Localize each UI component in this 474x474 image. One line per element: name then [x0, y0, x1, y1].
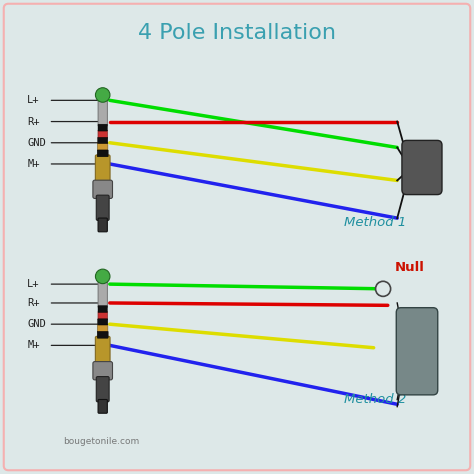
Text: GND: GND: [27, 138, 46, 148]
Text: 4 Pole Installation: 4 Pole Installation: [138, 23, 336, 43]
Text: R+: R+: [27, 298, 40, 308]
FancyBboxPatch shape: [98, 306, 108, 312]
FancyBboxPatch shape: [98, 324, 108, 332]
FancyBboxPatch shape: [98, 95, 107, 126]
FancyBboxPatch shape: [98, 137, 108, 144]
Text: GND: GND: [27, 319, 46, 329]
Text: L+: L+: [27, 279, 40, 289]
FancyBboxPatch shape: [98, 143, 108, 151]
Text: bougetonile.com: bougetonile.com: [63, 438, 139, 447]
FancyBboxPatch shape: [98, 277, 107, 308]
Circle shape: [95, 269, 110, 283]
FancyBboxPatch shape: [98, 124, 108, 131]
FancyBboxPatch shape: [95, 155, 110, 183]
Text: Method 1: Method 1: [345, 216, 407, 229]
FancyBboxPatch shape: [96, 195, 109, 220]
Text: L+: L+: [27, 95, 40, 105]
Text: Method 2: Method 2: [345, 393, 407, 406]
FancyBboxPatch shape: [93, 362, 112, 380]
FancyBboxPatch shape: [396, 308, 438, 395]
FancyBboxPatch shape: [97, 150, 108, 157]
FancyBboxPatch shape: [97, 331, 108, 338]
FancyBboxPatch shape: [96, 376, 109, 402]
Circle shape: [375, 281, 391, 296]
FancyBboxPatch shape: [98, 311, 108, 320]
FancyBboxPatch shape: [98, 218, 107, 232]
Text: M+: M+: [27, 340, 40, 350]
FancyBboxPatch shape: [93, 180, 112, 199]
FancyBboxPatch shape: [95, 337, 110, 365]
Circle shape: [95, 88, 110, 102]
FancyBboxPatch shape: [98, 130, 108, 138]
FancyBboxPatch shape: [4, 4, 470, 470]
FancyBboxPatch shape: [98, 319, 108, 325]
FancyBboxPatch shape: [402, 140, 442, 195]
Text: M+: M+: [27, 159, 40, 169]
FancyBboxPatch shape: [98, 400, 107, 413]
Text: Null: Null: [395, 261, 425, 274]
Text: R+: R+: [27, 117, 40, 127]
